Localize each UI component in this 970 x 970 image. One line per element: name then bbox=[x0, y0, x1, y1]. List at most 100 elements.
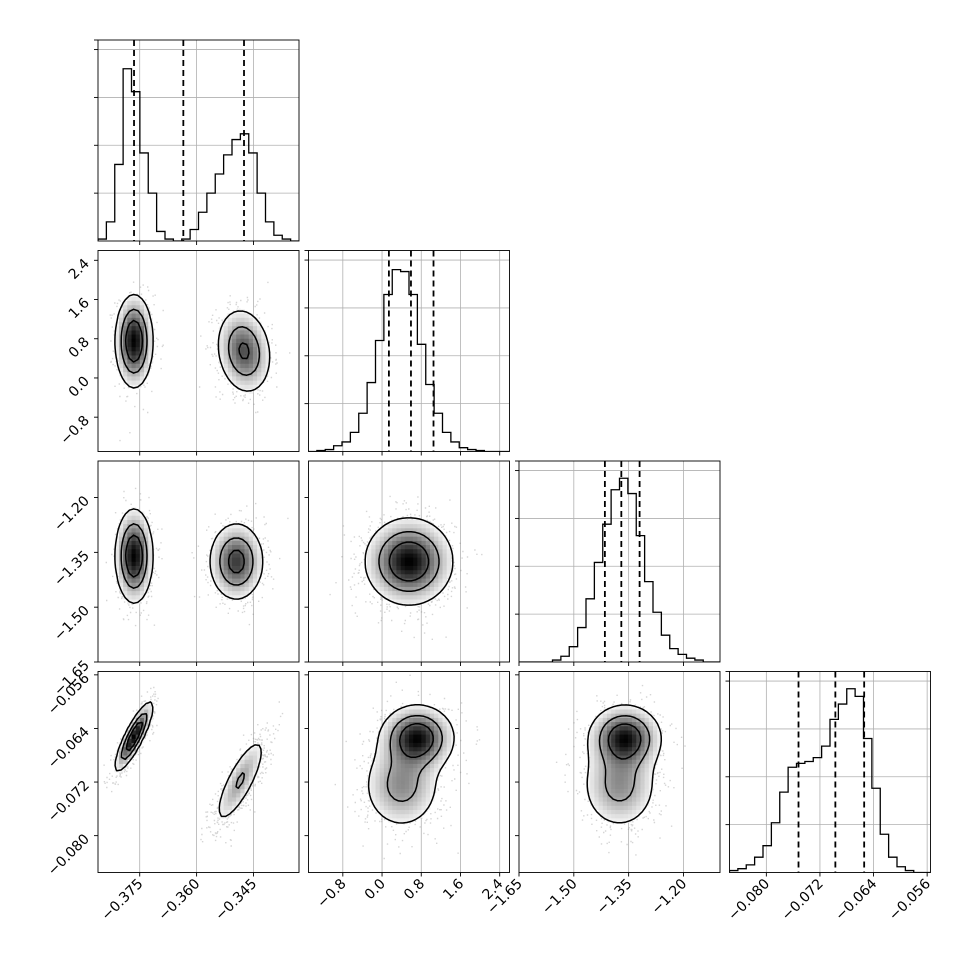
density-cell bbox=[123, 561, 128, 566]
density-cell bbox=[421, 557, 427, 562]
density-cell bbox=[400, 809, 406, 815]
density-cell bbox=[252, 569, 258, 575]
density-cell bbox=[442, 742, 447, 748]
density-cell bbox=[438, 540, 443, 546]
panel-frame bbox=[518, 460, 721, 663]
density-cell bbox=[148, 709, 153, 714]
density-cell bbox=[404, 561, 410, 566]
density-cell bbox=[623, 746, 629, 752]
density-cell bbox=[404, 772, 410, 777]
density-cell bbox=[131, 523, 136, 529]
density-cell bbox=[135, 569, 141, 575]
density-cell bbox=[417, 776, 422, 781]
density-cell bbox=[383, 801, 389, 806]
density-cell bbox=[379, 763, 385, 769]
density-cell bbox=[438, 569, 443, 575]
density-cell bbox=[606, 751, 612, 756]
density-cell bbox=[114, 553, 120, 558]
density-cell bbox=[615, 772, 620, 777]
density-cell bbox=[400, 776, 406, 781]
density-cell bbox=[227, 313, 233, 318]
density-cell bbox=[219, 582, 224, 587]
density-cell bbox=[248, 317, 254, 322]
density-cell bbox=[219, 561, 224, 566]
density-cell bbox=[131, 363, 136, 369]
density-cell bbox=[653, 730, 658, 735]
density-cell bbox=[223, 342, 229, 348]
scatter-panel bbox=[105, 461, 289, 662]
density-cell bbox=[644, 767, 650, 773]
density-cell bbox=[590, 780, 595, 785]
density-cell bbox=[425, 569, 431, 575]
density-cell bbox=[135, 574, 141, 579]
y-tick-label: −0.064 bbox=[45, 724, 93, 772]
density-cell bbox=[425, 759, 431, 764]
density-cell bbox=[400, 755, 406, 760]
density-cell bbox=[236, 376, 241, 381]
density-cell bbox=[417, 801, 422, 806]
density-cell bbox=[219, 346, 224, 352]
density-cell bbox=[413, 772, 418, 777]
density-cell bbox=[392, 553, 397, 558]
density-cell bbox=[400, 805, 406, 810]
density-cell bbox=[404, 809, 410, 815]
density-cell bbox=[135, 363, 141, 369]
density-cell bbox=[388, 595, 393, 600]
density-cell bbox=[421, 578, 427, 583]
density-cell bbox=[252, 565, 258, 571]
density-cell bbox=[611, 709, 616, 714]
density-cell bbox=[409, 801, 414, 806]
density-cell bbox=[135, 532, 141, 537]
density-cell bbox=[434, 755, 439, 760]
density-cell bbox=[598, 734, 604, 739]
density-cell bbox=[139, 713, 145, 718]
density-cell bbox=[442, 734, 447, 739]
density-cell bbox=[252, 540, 258, 546]
density-cell bbox=[371, 776, 376, 781]
density-cell bbox=[627, 705, 633, 710]
density-cell bbox=[383, 574, 389, 579]
density-cell bbox=[442, 751, 447, 756]
density-cell bbox=[131, 309, 136, 314]
density-cell bbox=[223, 784, 229, 790]
density-cell bbox=[383, 772, 389, 777]
density-cell bbox=[252, 359, 258, 364]
density-cell bbox=[232, 532, 237, 537]
density-cell bbox=[139, 321, 145, 327]
density-cell bbox=[388, 780, 393, 785]
density-cell bbox=[219, 338, 224, 343]
density-cell bbox=[383, 792, 389, 798]
density-cell bbox=[602, 788, 608, 794]
density-cell bbox=[438, 586, 443, 592]
density-cell bbox=[417, 705, 422, 710]
density-cell bbox=[148, 346, 153, 352]
y-tick-label: −1.20 bbox=[51, 493, 93, 535]
density-cell bbox=[627, 767, 633, 773]
density-cell bbox=[236, 797, 241, 802]
density-cell bbox=[236, 359, 241, 364]
density-cell bbox=[139, 325, 145, 331]
density-cell bbox=[396, 776, 401, 781]
density-cell bbox=[223, 351, 229, 356]
density-cell bbox=[123, 371, 128, 377]
density-cell bbox=[396, 818, 401, 823]
density-cell bbox=[644, 763, 650, 769]
density-cell bbox=[648, 759, 654, 764]
density-cell bbox=[223, 792, 229, 798]
density-cell bbox=[417, 540, 422, 546]
density-cell bbox=[421, 734, 427, 739]
density-cell bbox=[244, 330, 250, 335]
density-cell bbox=[409, 797, 414, 802]
density-cell bbox=[383, 813, 389, 819]
density-cell bbox=[392, 742, 397, 748]
density-cell bbox=[232, 557, 237, 562]
density-cell bbox=[434, 717, 439, 723]
density-cell bbox=[421, 709, 427, 714]
density-cell bbox=[223, 561, 229, 566]
density-cell bbox=[438, 532, 443, 537]
density-cell bbox=[127, 338, 132, 343]
density-cell bbox=[135, 582, 141, 587]
density-cell bbox=[135, 380, 141, 385]
density-cell bbox=[425, 742, 431, 748]
density-cell bbox=[227, 321, 233, 327]
